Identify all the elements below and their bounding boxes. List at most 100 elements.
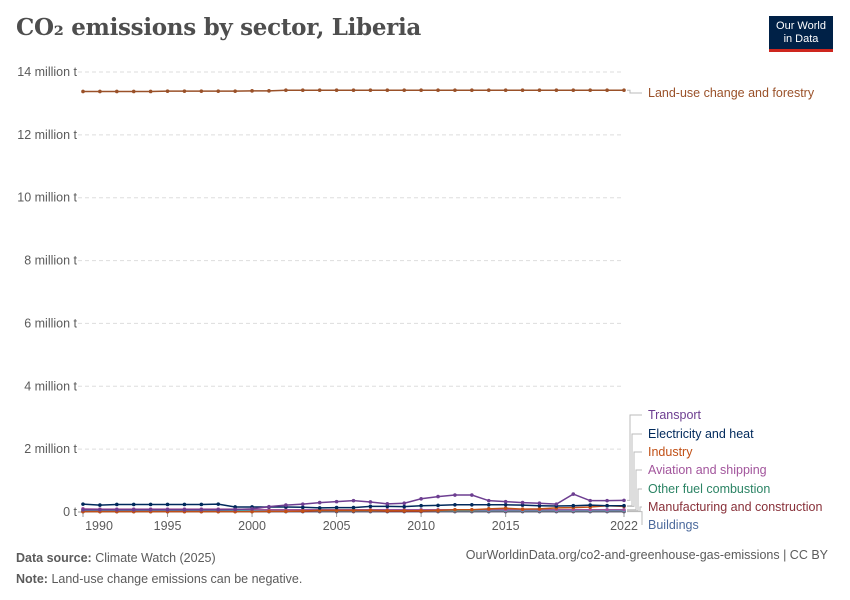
data-point [81, 508, 85, 512]
data-point [368, 500, 373, 504]
data-point [351, 498, 356, 503]
legend-connector [627, 414, 642, 501]
data-point [385, 508, 390, 513]
data-point [182, 502, 187, 507]
y-tick-label: 12 million t [17, 128, 77, 142]
note: Land-use change emissions can be negativ… [51, 572, 303, 586]
x-tick-label: 2005 [323, 519, 351, 533]
data-point [453, 502, 457, 507]
data-point [165, 508, 170, 512]
data-point [486, 498, 491, 503]
data-point [165, 502, 170, 507]
source-url[interactable]: OurWorldinData.org/co2-and-greenhouse-ga… [465, 548, 828, 562]
data-point [605, 498, 609, 503]
data-point [537, 501, 542, 506]
data-point [98, 89, 102, 94]
data-point [115, 508, 119, 512]
data-point [622, 498, 626, 503]
legend-connector [627, 451, 642, 507]
logo-line2: in Data [783, 33, 819, 45]
legend-connector [627, 488, 642, 512]
data-point [453, 88, 457, 93]
data-point [300, 509, 305, 513]
x-tick-label: 2000 [238, 519, 266, 533]
data-point [605, 508, 609, 512]
data-point [453, 508, 457, 512]
data-point [131, 508, 136, 512]
data-point [317, 88, 322, 93]
data-point [267, 89, 271, 93]
legend-label: Transport [648, 408, 702, 422]
data-point [300, 502, 305, 506]
data-point [216, 502, 221, 506]
legend-label: Other fuel combustion [648, 482, 770, 496]
data-point [605, 88, 609, 93]
legend-connector [627, 89, 642, 94]
data-point [368, 504, 373, 509]
data-point [419, 497, 423, 501]
data-point [199, 508, 204, 512]
data-source[interactable]: Climate Watch (2025) [95, 551, 216, 565]
data-point [317, 500, 322, 505]
logo-line1: Our World [776, 20, 826, 32]
y-tick-label: 6 million t [24, 316, 77, 330]
data-point [588, 88, 592, 93]
data-point [537, 503, 542, 508]
data-point [148, 89, 153, 94]
data-point [334, 508, 339, 513]
x-tick-label: 1995 [154, 519, 182, 533]
data-point [216, 89, 221, 93]
legend-label: Aviation and shipping [648, 463, 767, 477]
footer: Data source: Climate Watch (2025) Note: … [16, 548, 302, 590]
legend-label: Manufacturing and construction [648, 500, 822, 514]
data-point [436, 508, 440, 513]
data-point [402, 501, 407, 506]
data-point [503, 88, 508, 93]
data-point [385, 502, 390, 506]
data-point [148, 502, 153, 507]
x-tick-label: 2022 [610, 519, 638, 533]
owid-logo[interactable]: Our World in Data [769, 16, 833, 52]
x-tick-label: 1990 [85, 519, 113, 533]
data-point [182, 89, 187, 93]
data-point [81, 502, 85, 506]
data-point [334, 499, 339, 504]
y-tick-label: 4 million t [24, 379, 77, 393]
data-point [419, 508, 423, 513]
x-tick-label: 2010 [407, 519, 435, 533]
y-tick-label: 8 million t [24, 254, 77, 268]
data-point [436, 494, 440, 499]
data-point [250, 507, 254, 511]
data-point [182, 508, 187, 512]
data-point [419, 503, 423, 508]
data-point [470, 508, 474, 512]
y-tick-label: 2 million t [24, 442, 77, 456]
data-point [351, 505, 356, 510]
data-point [486, 507, 491, 511]
y-tick-label: 0 t [63, 505, 77, 519]
data-point [233, 505, 237, 509]
data-point [98, 508, 102, 512]
data-point [267, 509, 271, 514]
data-point [436, 503, 440, 508]
data-point [334, 88, 339, 93]
legend-connector [627, 511, 643, 525]
data-point [115, 89, 119, 94]
data-point [622, 508, 626, 512]
data-point [520, 500, 525, 505]
data-point [199, 502, 204, 507]
data-point [520, 88, 525, 93]
data-point [571, 492, 576, 496]
legend-connector [627, 433, 642, 507]
chart-title: CO₂ emissions by sector, Liberia [16, 14, 422, 41]
data-point [605, 503, 609, 508]
data-point [554, 88, 559, 93]
data-point [131, 89, 136, 94]
data-point [131, 502, 136, 507]
data-point [588, 508, 592, 512]
data-point [250, 89, 254, 93]
data-point [385, 88, 390, 93]
data-point [419, 88, 423, 93]
data-point [588, 503, 592, 507]
data-point [368, 88, 373, 93]
